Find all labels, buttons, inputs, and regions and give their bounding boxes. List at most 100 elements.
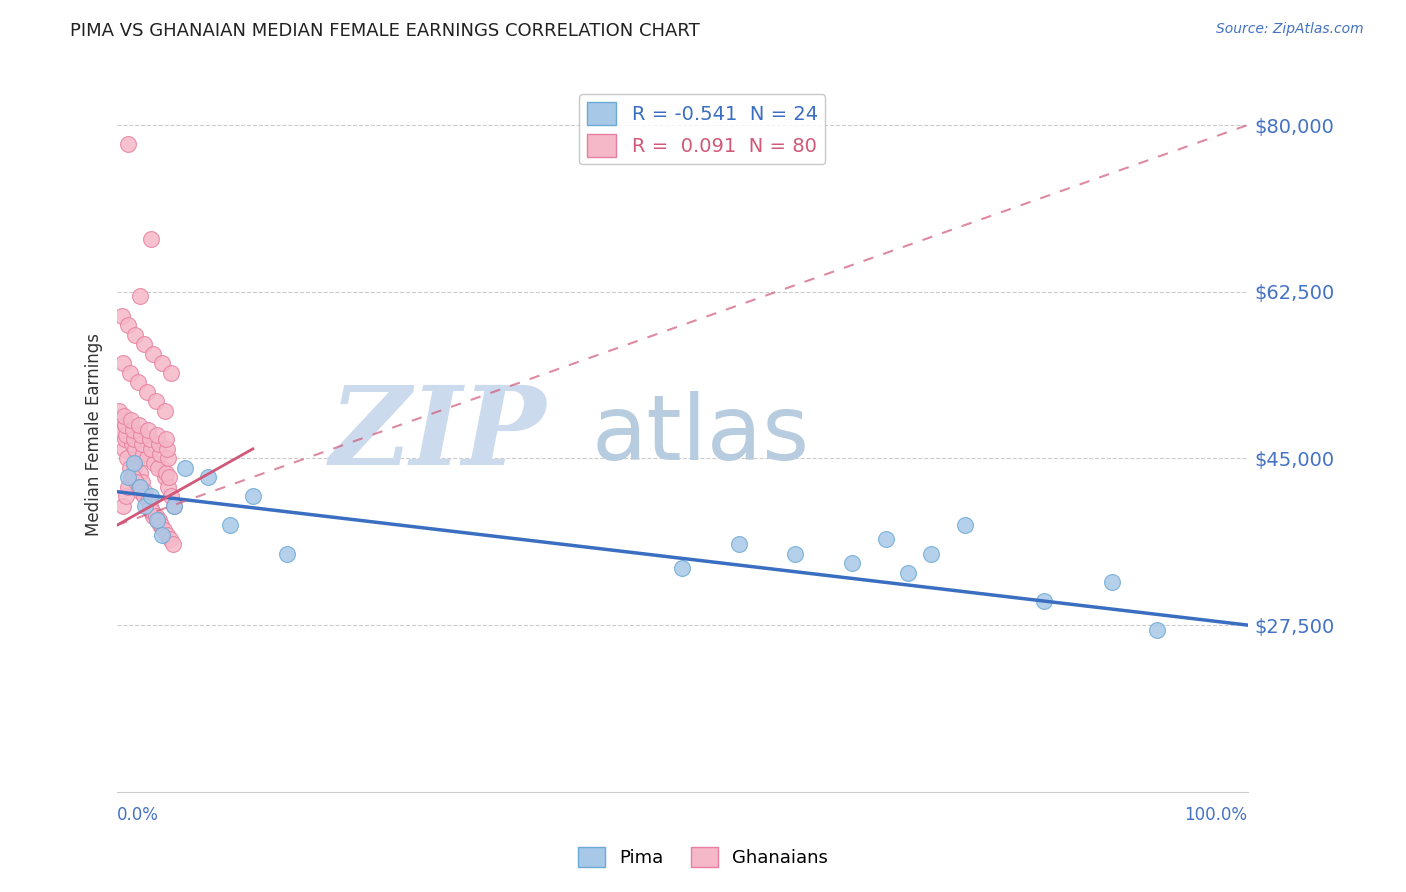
- Point: [143, 456, 166, 470]
- Point: [134, 490, 156, 504]
- Point: [953, 518, 976, 533]
- Point: [150, 518, 173, 533]
- Point: [128, 480, 150, 494]
- Point: [875, 533, 897, 547]
- Point: [153, 404, 176, 418]
- Point: [117, 470, 139, 484]
- Point: [219, 518, 242, 533]
- Point: [118, 366, 141, 380]
- Point: [112, 442, 135, 456]
- Point: [115, 490, 138, 504]
- Point: [146, 461, 169, 475]
- Point: [134, 484, 156, 499]
- Point: [127, 375, 149, 389]
- Point: [160, 366, 183, 380]
- Point: [141, 504, 163, 518]
- Text: PIMA VS GHANAIAN MEDIAN FEMALE EARNINGS CORRELATION CHART: PIMA VS GHANAIAN MEDIAN FEMALE EARNINGS …: [70, 22, 700, 40]
- Point: [785, 547, 807, 561]
- Point: [120, 413, 142, 427]
- Point: [1101, 575, 1123, 590]
- Point: [242, 490, 264, 504]
- Point: [159, 533, 181, 547]
- Point: [155, 466, 177, 480]
- Point: [129, 427, 152, 442]
- Point: [111, 499, 134, 513]
- Point: [145, 513, 167, 527]
- Legend: Pima, Ghanaians: Pima, Ghanaians: [571, 839, 835, 874]
- Point: [134, 499, 156, 513]
- Point: [128, 466, 150, 480]
- Point: [276, 547, 298, 561]
- Point: [111, 423, 134, 437]
- Point: [160, 490, 183, 504]
- Point: [152, 356, 174, 370]
- Point: [162, 537, 184, 551]
- Point: [114, 433, 136, 447]
- Point: [135, 451, 157, 466]
- Point: [117, 318, 139, 332]
- Point: [139, 442, 162, 456]
- Point: [157, 470, 180, 484]
- Point: [131, 437, 153, 451]
- Point: [128, 418, 150, 433]
- Point: [142, 346, 165, 360]
- Point: [120, 470, 142, 484]
- Point: [112, 409, 135, 423]
- Point: [129, 484, 152, 499]
- Y-axis label: Median Female Earnings: Median Female Earnings: [86, 333, 103, 536]
- Point: [174, 461, 197, 475]
- Point: [132, 447, 155, 461]
- Point: [139, 499, 162, 513]
- Point: [152, 527, 174, 541]
- Point: [131, 475, 153, 490]
- Point: [671, 561, 693, 575]
- Point: [148, 513, 170, 527]
- Point: [155, 433, 177, 447]
- Text: 100.0%: 100.0%: [1185, 806, 1247, 824]
- Point: [128, 289, 150, 303]
- Point: [156, 442, 179, 456]
- Text: ZIP: ZIP: [330, 381, 547, 488]
- Point: [156, 527, 179, 541]
- Point: [121, 437, 143, 451]
- Point: [127, 451, 149, 466]
- Point: [117, 451, 139, 466]
- Point: [163, 499, 186, 513]
- Text: Source: ZipAtlas.com: Source: ZipAtlas.com: [1216, 22, 1364, 37]
- Point: [1146, 623, 1168, 637]
- Point: [142, 508, 165, 523]
- Point: [122, 461, 145, 475]
- Point: [149, 518, 172, 533]
- Point: [139, 433, 162, 447]
- Point: [114, 418, 136, 433]
- Point: [122, 423, 145, 437]
- Point: [122, 433, 145, 447]
- Point: [897, 566, 920, 580]
- Point: [157, 451, 180, 466]
- Point: [152, 523, 174, 537]
- Point: [145, 508, 167, 523]
- Point: [136, 494, 159, 508]
- Point: [139, 490, 162, 504]
- Legend: R = -0.541  N = 24, R =  0.091  N = 80: R = -0.541 N = 24, R = 0.091 N = 80: [579, 95, 825, 164]
- Point: [124, 442, 146, 456]
- Point: [148, 437, 170, 451]
- Point: [149, 447, 172, 461]
- Point: [145, 394, 167, 409]
- Point: [134, 337, 156, 351]
- Point: [117, 480, 139, 494]
- Text: 0.0%: 0.0%: [117, 806, 159, 824]
- Point: [124, 327, 146, 342]
- Point: [135, 384, 157, 399]
- Point: [125, 475, 148, 490]
- Point: [138, 494, 160, 508]
- Text: atlas: atlas: [592, 391, 810, 479]
- Point: [108, 404, 131, 418]
- Point: [728, 537, 751, 551]
- Point: [111, 356, 134, 370]
- Point: [128, 480, 150, 494]
- Point: [122, 456, 145, 470]
- Point: [920, 547, 942, 561]
- Point: [145, 513, 167, 527]
- Point: [136, 423, 159, 437]
